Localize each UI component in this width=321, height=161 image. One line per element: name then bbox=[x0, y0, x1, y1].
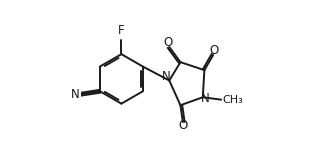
Text: F: F bbox=[118, 24, 125, 37]
Text: N: N bbox=[71, 88, 80, 101]
Text: N: N bbox=[162, 70, 171, 83]
Text: N: N bbox=[201, 92, 210, 105]
Text: O: O bbox=[164, 37, 173, 49]
Text: O: O bbox=[209, 44, 219, 57]
Text: O: O bbox=[178, 119, 187, 133]
Text: CH₃: CH₃ bbox=[222, 95, 243, 105]
